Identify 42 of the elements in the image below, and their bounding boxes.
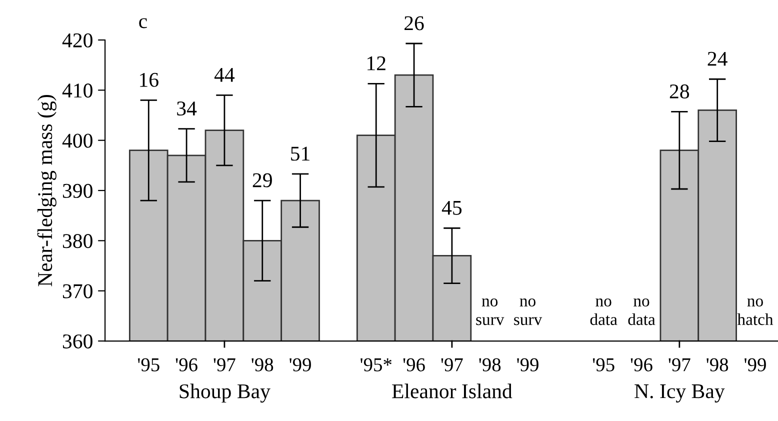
annotation: 29: [252, 173, 272, 188]
y-tick-label: 400: [62, 134, 92, 148]
y-tick-label: 360: [62, 334, 92, 348]
x-tick-label: '96: [403, 358, 425, 372]
x-tick-label: '96: [630, 358, 652, 372]
annotation: 12: [368, 56, 386, 70]
y-tick-label: 420: [62, 33, 92, 48]
x-tick-label: '95: [138, 358, 160, 372]
annotation: 34: [177, 102, 197, 116]
x-tick-label: '97: [214, 358, 236, 372]
x-tick-label: '99: [290, 358, 311, 372]
x-tick-label: '96: [176, 358, 198, 372]
y-tick-label: 380: [62, 234, 92, 248]
x-tick-label: '98: [706, 358, 728, 372]
annotation: no data: [628, 298, 656, 326]
annotation: no surv: [476, 298, 504, 326]
y-tick-label: 370: [62, 284, 92, 298]
annotation: no surv: [514, 298, 542, 326]
annotation: 44: [214, 68, 235, 82]
text: Eleanor Island: [392, 384, 512, 398]
x-tick-label: '99: [744, 358, 766, 372]
text: 26: [404, 16, 424, 30]
x-tick-label: '97: [441, 358, 463, 372]
x-tick-label: '95*: [360, 358, 392, 372]
text: N. Icy Bay: [634, 384, 725, 403]
text: c: [139, 18, 147, 28]
annotation: 24: [708, 52, 728, 66]
x-tick-label: '98: [479, 358, 501, 372]
x-tick-label: '98: [252, 358, 274, 372]
x-tick-label: '95: [592, 358, 614, 372]
x-tick-label: '97: [668, 358, 690, 372]
annotation: no hatch: [737, 298, 774, 326]
annotation: 45: [442, 200, 462, 215]
annotation: 28: [670, 84, 690, 98]
y-axis-title: Near-fledging mass (g): [37, 95, 56, 286]
y-tick-label: 410: [62, 84, 92, 98]
y-tick-label: 390: [62, 184, 92, 198]
annotation: no data: [590, 298, 618, 326]
x-tick-label: '99: [517, 358, 538, 372]
annotation: 51: [291, 146, 310, 161]
text: Shoup Bay: [180, 384, 270, 403]
annotation: 16: [140, 72, 158, 87]
